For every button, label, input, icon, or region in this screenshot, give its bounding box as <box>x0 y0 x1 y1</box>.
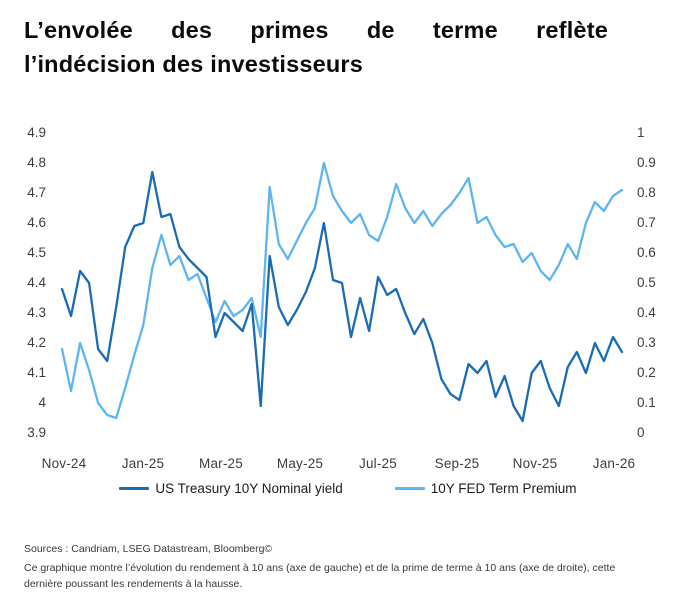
y-axis-right-tick: 0.5 <box>637 275 656 290</box>
legend-item-nominal-yield: US Treasury 10Y Nominal yield <box>119 481 343 496</box>
y-axis-left-tick: 3.9 <box>27 425 46 440</box>
series-line-right <box>60 161 624 420</box>
y-axis-left-tick: 4.6 <box>27 215 46 230</box>
y-axis-right-tick: 1 <box>637 125 645 140</box>
x-axis-tick: Sep-25 <box>434 456 480 471</box>
y-axis-left-tick: 4.2 <box>27 335 46 350</box>
sources-text: Sources : Candriam, LSEG Datastream, Blo… <box>24 543 273 555</box>
term-premium-line-swatch-icon <box>394 487 425 490</box>
legend-label-term-premium: 10Y FED Term Premium <box>430 481 577 496</box>
plot-svg <box>60 161 624 423</box>
x-axis-tick: May-25 <box>276 456 324 471</box>
page-title-line1: L’envolée des primes de terme reflète <box>24 17 608 43</box>
y-axis-right-tick: 0.4 <box>637 305 656 320</box>
y-axis-left-tick: 4 <box>38 395 46 410</box>
y-axis-left-tick: 4.8 <box>27 155 46 170</box>
chart-legend: US Treasury 10Y Nominal yield 10Y FED Te… <box>0 481 696 496</box>
y-axis-right-tick: 0.1 <box>637 395 656 410</box>
legend-item-term-premium: 10Y FED Term Premium <box>394 481 577 496</box>
y-axis-left-tick: 4.9 <box>27 125 46 140</box>
nominal-yield-line-swatch-icon <box>119 487 150 490</box>
x-axis-tick: Nov-25 <box>512 456 558 471</box>
y-axis-right-tick: 0.6 <box>637 245 656 260</box>
x-axis-tick: Nov-24 <box>41 456 87 471</box>
y-axis-right-tick: 0.7 <box>637 215 656 230</box>
y-axis-right-tick: 0.8 <box>637 185 656 200</box>
x-axis-tick: Mar-25 <box>199 456 243 471</box>
x-axis-tick: Jan-26 <box>592 456 636 471</box>
y-axis-right-tick: 0.9 <box>637 155 656 170</box>
y-axis-right-tick: 0.3 <box>637 335 656 350</box>
description-text: Ce graphique montre l’évolution du rende… <box>24 562 616 590</box>
y-axis-right-tick: 0.2 <box>637 365 656 380</box>
y-axis-left-tick: 4.7 <box>27 185 46 200</box>
x-axis-tick: Jan-25 <box>121 456 165 471</box>
series-line-left <box>60 170 624 423</box>
page-title: L’envolée des primes de terme reflète l’… <box>0 0 632 81</box>
x-axis-tick: Jul-25 <box>359 456 397 471</box>
page-title-line2: l’indécision des investisseurs <box>24 51 364 77</box>
chart-footer: Sources : Candriam, LSEG Datastream, Blo… <box>24 542 672 592</box>
y-axis-right-tick: 0 <box>637 425 645 440</box>
y-axis-left-tick: 4.4 <box>27 275 46 290</box>
legend-label-nominal-yield: US Treasury 10Y Nominal yield <box>155 481 343 496</box>
y-axis-left-tick: 4.1 <box>27 365 46 380</box>
y-axis-left-tick: 4.3 <box>27 305 46 320</box>
y-axis-left-tick: 4.5 <box>27 245 46 260</box>
chart-area: 4.9 4.8 4.7 4.6 4.5 4.4 4.3 4.2 4.1 4 3.… <box>0 110 696 508</box>
